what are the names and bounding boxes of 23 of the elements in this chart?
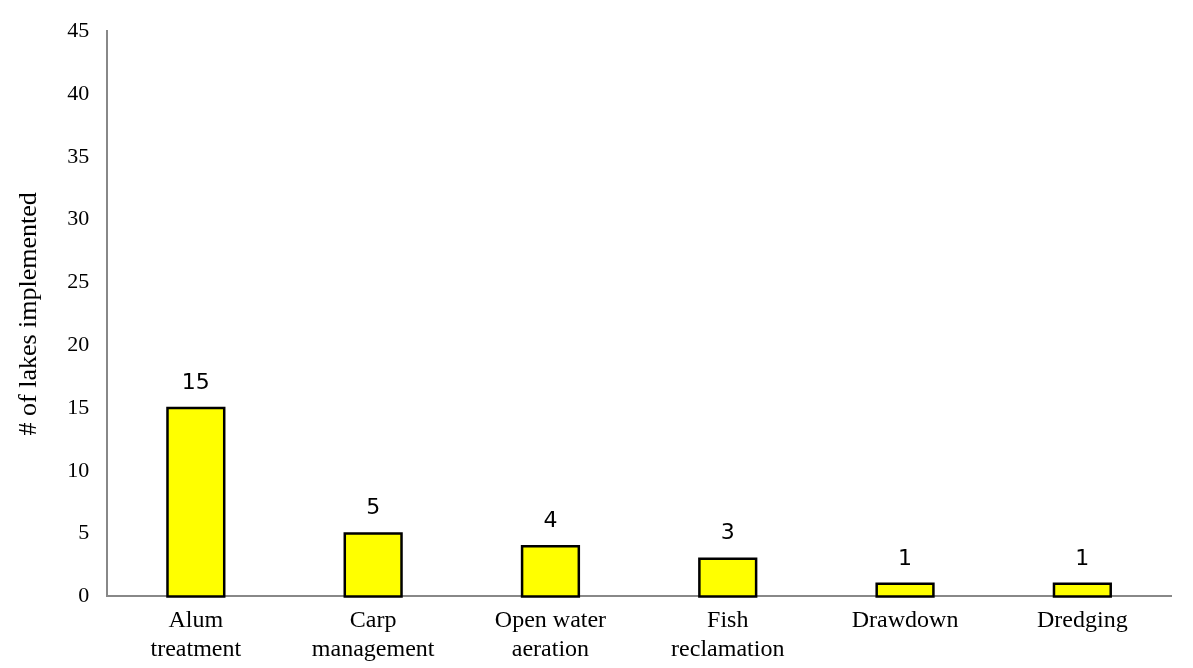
y-tick-label: 30 — [67, 205, 90, 231]
y-tick-label: 5 — [78, 519, 90, 545]
data-label: 3 — [720, 519, 735, 545]
y-tick-label: 15 — [67, 393, 90, 419]
x-tick-label: Carp management — [311, 606, 435, 661]
x-tick-label: Fish reclamation — [671, 606, 785, 661]
data-label: 1 — [898, 544, 913, 570]
data-label: 1 — [1075, 544, 1090, 570]
x-tick-label: Dredging — [1037, 606, 1128, 633]
y-tick-label: 40 — [67, 79, 90, 105]
y-tick-label: 35 — [67, 142, 90, 168]
y-axis-title: # of lakes implemented — [13, 192, 43, 436]
y-tick-label: 25 — [67, 268, 90, 294]
x-tick-label: Open water aeration — [494, 606, 607, 661]
y-tick-label: 45 — [67, 16, 90, 42]
data-label: 5 — [366, 494, 381, 520]
x-tick-label: Alum treatment — [150, 606, 242, 661]
x-tick-label: Drawdown — [851, 606, 959, 633]
y-tick-label: 10 — [67, 456, 90, 482]
data-label: 15 — [181, 368, 210, 394]
y-tick-label: 20 — [67, 330, 90, 356]
data-label: 4 — [543, 506, 558, 532]
y-tick-label: 0 — [78, 582, 90, 608]
